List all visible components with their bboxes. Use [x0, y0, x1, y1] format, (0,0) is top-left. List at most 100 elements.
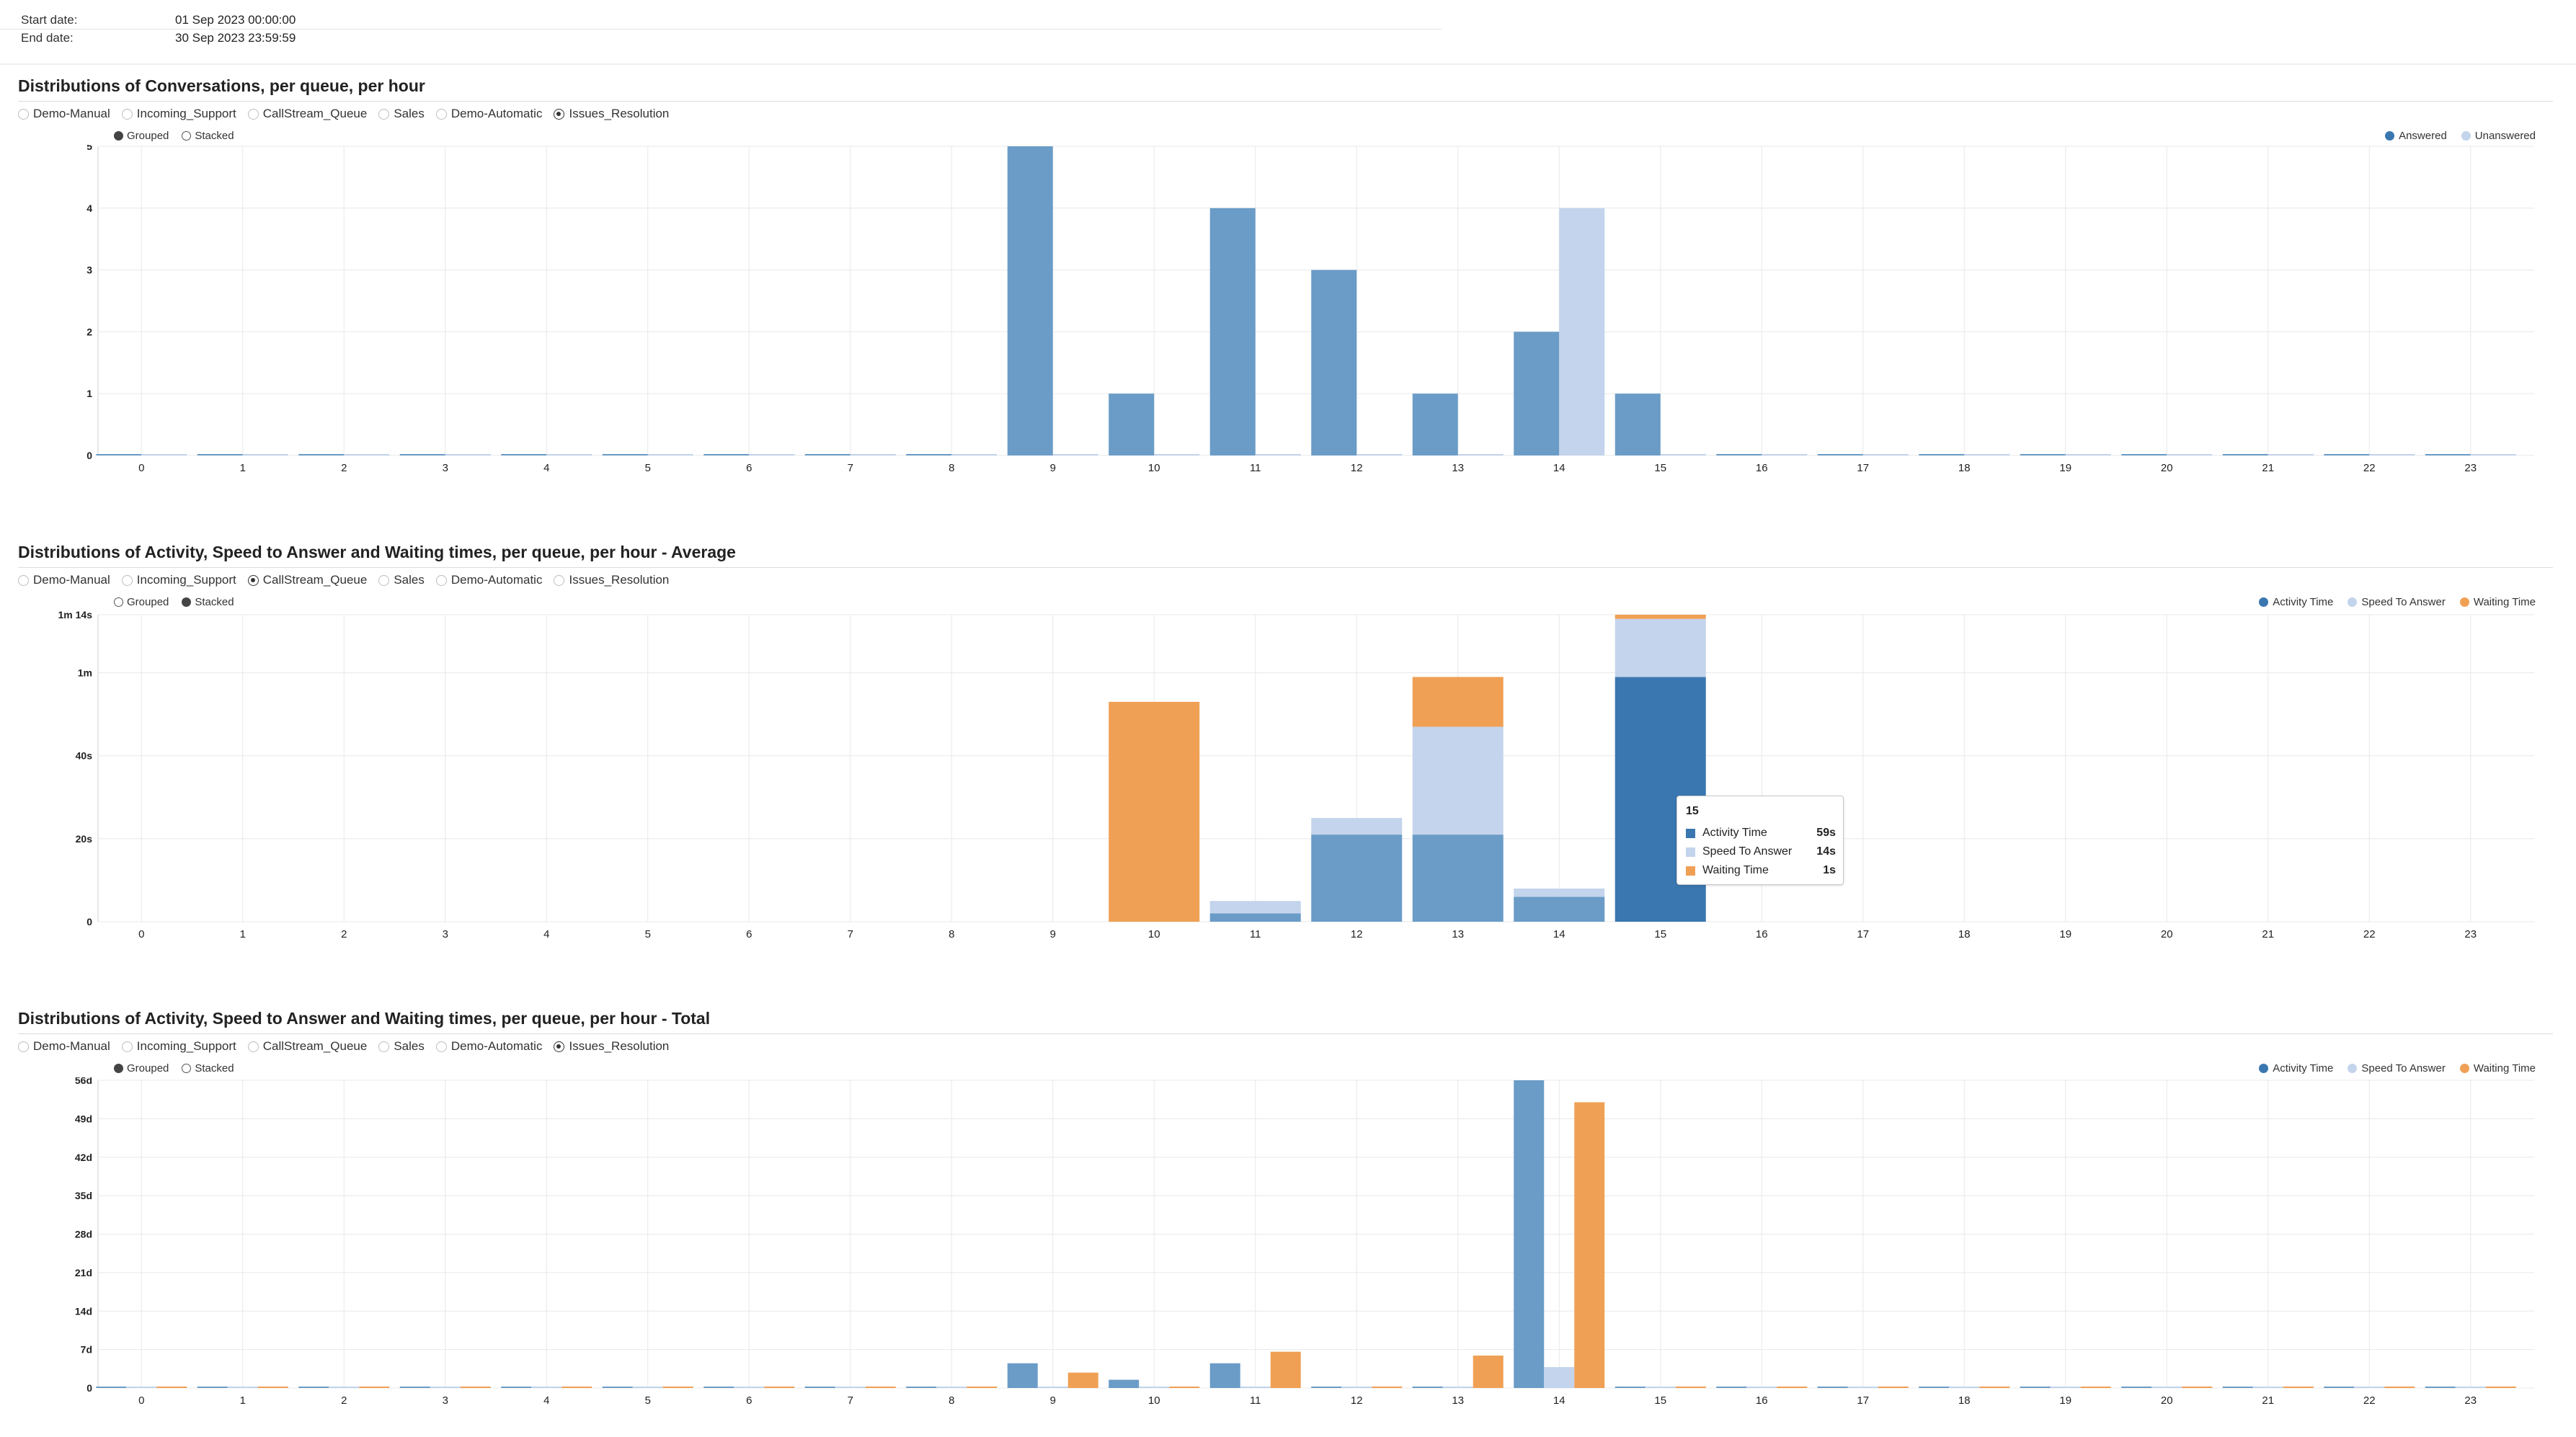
queue-option-demo-manual[interactable]: Demo-Manual — [18, 573, 110, 587]
legend-item-waiting-time[interactable]: Waiting Time — [2459, 595, 2536, 608]
legend-label: Waiting Time — [2473, 595, 2536, 608]
bar-baseline — [1412, 1387, 1443, 1388]
x-tick-label: 15 — [1654, 1394, 1666, 1407]
queue-option-demo-manual[interactable]: Demo-Manual — [18, 107, 110, 121]
queue-label: Demo-Manual — [33, 107, 110, 120]
bar — [1473, 1356, 1504, 1388]
queue-option-issues-resolution[interactable]: Issues_Resolution — [554, 1039, 669, 1054]
mode-option-grouped[interactable]: Grouped — [114, 1062, 169, 1075]
queue-option-callstream-queue[interactable]: CallStream_Queue — [247, 107, 367, 121]
x-tick-label: 9 — [1050, 462, 1056, 474]
bar-baseline — [1311, 1387, 1342, 1388]
legend-item-waiting-time[interactable]: Waiting Time — [2459, 1062, 2536, 1075]
x-tick-label: 6 — [746, 462, 752, 474]
bar-baseline — [242, 454, 288, 455]
bar-baseline — [2283, 1387, 2314, 1388]
radio-button[interactable] — [435, 1041, 447, 1052]
radio-button[interactable] — [247, 1041, 259, 1052]
mode-option-stacked[interactable]: Stacked — [182, 1062, 234, 1075]
bar-baseline — [804, 1387, 835, 1388]
bar-baseline — [2455, 1387, 2486, 1388]
queue-label: CallStream_Queue — [262, 573, 368, 587]
queue-option-issues-resolution[interactable]: Issues_Resolution — [554, 107, 669, 121]
queue-option-demo-manual[interactable]: Demo-Manual — [18, 1039, 110, 1054]
mode-option-stacked[interactable]: Stacked — [182, 130, 234, 142]
radio-button[interactable] — [435, 574, 447, 586]
queue-option-incoming-support[interactable]: Incoming_Support — [121, 107, 236, 121]
y-tick-label: 0 — [86, 450, 92, 461]
bar-baseline — [359, 1387, 390, 1388]
mode-option-grouped[interactable]: Grouped — [114, 130, 169, 142]
x-tick-label: 21 — [2262, 928, 2274, 940]
x-tick-label: 3 — [443, 928, 448, 940]
bar-baseline — [1949, 1387, 1980, 1388]
legend-item-activity-time[interactable]: Activity Time — [2259, 1062, 2333, 1075]
radio-button[interactable] — [378, 108, 390, 120]
bar-baseline — [2151, 1387, 2182, 1388]
bar-baseline — [764, 1387, 795, 1388]
bar-baseline — [850, 454, 896, 455]
mode-radio[interactable] — [182, 130, 192, 141]
queue-option-issues-resolution[interactable]: Issues_Resolution — [554, 573, 669, 587]
radio-button[interactable] — [378, 574, 390, 586]
queue-option-sales[interactable]: Sales — [378, 107, 425, 121]
mode-radio[interactable] — [114, 597, 123, 607]
queue-option-incoming-support[interactable]: Incoming_Support — [121, 1039, 236, 1054]
tooltip-value: 14s — [1816, 845, 1836, 858]
queue-option-demo-automatic[interactable]: Demo-Automatic — [435, 573, 542, 587]
mode-radio[interactable] — [114, 130, 123, 141]
queue-selector: Demo-Manual Incoming_Support CallStream_… — [18, 571, 680, 589]
queue-option-demo-automatic[interactable]: Demo-Automatic — [435, 1039, 542, 1054]
radio-button[interactable] — [378, 1041, 390, 1052]
legend-item-speed-to-answer[interactable]: Speed To Answer — [2348, 1062, 2446, 1075]
bar-baseline — [1746, 1387, 1777, 1388]
radio-button[interactable] — [18, 574, 29, 586]
mode-radio[interactable] — [182, 1063, 192, 1073]
bar-baseline — [1716, 1387, 1747, 1388]
y-tick-label: 35d — [75, 1190, 92, 1201]
queue-option-incoming-support[interactable]: Incoming_Support — [121, 573, 236, 587]
chart-legend: Activity Time Speed To Answer Waiting Ti… — [2244, 1061, 2536, 1075]
radio-button[interactable] — [247, 574, 259, 586]
radio-button[interactable] — [18, 108, 29, 120]
radio-button[interactable] — [121, 574, 133, 586]
mode-radio[interactable] — [182, 597, 192, 607]
radio-button[interactable] — [247, 108, 259, 120]
queue-option-sales[interactable]: Sales — [378, 1039, 425, 1054]
radio-button[interactable] — [121, 1041, 133, 1052]
radio-button[interactable] — [121, 108, 133, 120]
queue-label: Demo-Manual — [33, 1039, 110, 1053]
tooltip-value: 1s — [1823, 864, 1836, 876]
radio-button[interactable] — [18, 1041, 29, 1052]
radio-button[interactable] — [554, 1041, 565, 1052]
bar-baseline — [1762, 454, 1808, 455]
bar-baseline — [1919, 454, 1965, 455]
bar-baseline — [1919, 1387, 1950, 1388]
legend-swatch — [2385, 130, 2395, 141]
radio-button[interactable] — [554, 108, 565, 120]
x-tick-label: 16 — [1756, 1394, 1768, 1407]
radio-button[interactable] — [554, 574, 565, 586]
tooltip-swatch — [1686, 847, 1695, 857]
radio-button[interactable] — [435, 108, 447, 120]
mode-option-grouped[interactable]: Grouped — [114, 596, 169, 608]
y-tick-label: 14d — [75, 1305, 92, 1317]
legend-item-answered[interactable]: Answered — [2385, 130, 2447, 142]
legend-item-unanswered[interactable]: Unanswered — [2461, 130, 2536, 142]
queue-option-callstream-queue[interactable]: CallStream_Queue — [247, 1039, 367, 1054]
y-tick-label: 3 — [86, 264, 92, 276]
mode-radio[interactable] — [114, 1063, 123, 1073]
bar — [1007, 146, 1053, 455]
queue-option-demo-automatic[interactable]: Demo-Automatic — [435, 107, 542, 121]
legend-item-speed-to-answer[interactable]: Speed To Answer — [2348, 596, 2446, 608]
mode-option-stacked[interactable]: Stacked — [182, 596, 234, 608]
bar-baseline — [647, 454, 693, 455]
legend-item-activity-time[interactable]: Activity Time — [2259, 596, 2333, 608]
start-date-label: Start date: — [21, 13, 78, 27]
queue-option-sales[interactable]: Sales — [378, 573, 425, 587]
bar-baseline — [344, 454, 390, 455]
bar-baseline — [906, 1387, 937, 1388]
x-tick-label: 22 — [2363, 1394, 2376, 1407]
total-times-chart-section: Distributions of Activity, Speed to Answ… — [0, 1009, 2576, 1437]
queue-option-callstream-queue[interactable]: CallStream_Queue — [247, 573, 368, 587]
